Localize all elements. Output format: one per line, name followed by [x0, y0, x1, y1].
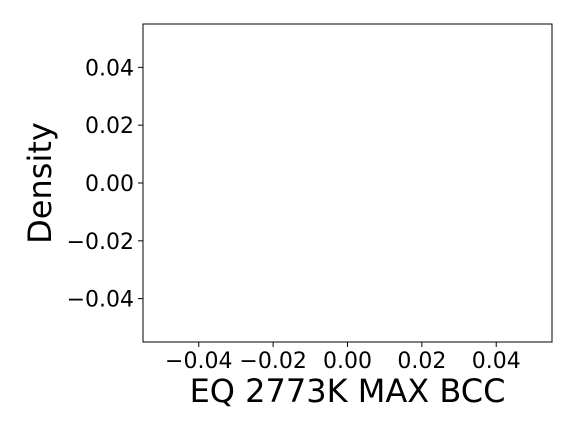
x-tick-label: 0.00: [323, 349, 372, 374]
x-tick-label: 0.04: [472, 349, 521, 374]
x-tick-label: −0.04: [165, 349, 232, 374]
y-tick-label: −0.04: [67, 288, 134, 313]
y-axis-ticks: −0.04 −0.02 0.00 0.02 0.04: [67, 56, 143, 313]
y-tick-label: 0.04: [85, 56, 134, 81]
x-axis-ticks: −0.04 −0.02 0.00 0.02 0.04: [165, 342, 521, 374]
x-tick-label: −0.02: [239, 349, 306, 374]
y-tick-label: 0.00: [85, 172, 134, 197]
y-axis-label: Density: [21, 122, 59, 244]
plot-area-frame: [142, 23, 553, 343]
y-tick-label: −0.02: [67, 230, 134, 255]
x-tick-label: 0.02: [397, 349, 446, 374]
x-axis-label: EQ 2773K MAX BCC: [190, 372, 506, 410]
y-tick-label: 0.02: [85, 114, 134, 139]
